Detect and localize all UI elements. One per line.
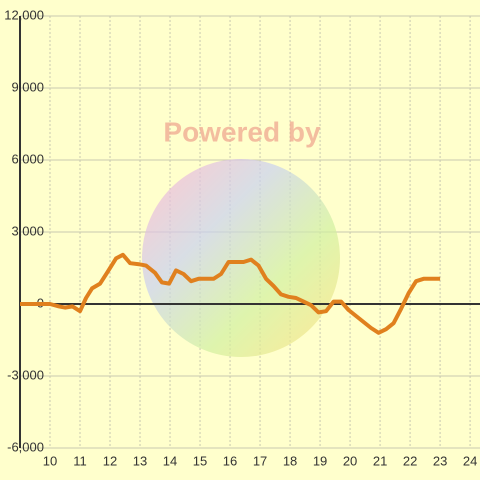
x-tick-label: 14 bbox=[163, 453, 177, 468]
y-tick-label: 3,000 bbox=[11, 223, 44, 238]
x-tick-label: 22 bbox=[403, 453, 417, 468]
x-tick-label: 10 bbox=[43, 453, 57, 468]
x-tick-label: 24 bbox=[463, 453, 477, 468]
watermark-text: Powered by bbox=[163, 116, 321, 147]
watermark-logo bbox=[142, 159, 340, 357]
y-tick-label: 6,000 bbox=[11, 151, 44, 166]
x-tick-label: 17 bbox=[253, 453, 267, 468]
x-tick-label: 19 bbox=[313, 453, 327, 468]
y-tick-label: -6,000 bbox=[7, 439, 44, 454]
x-tick-label: 23 bbox=[433, 453, 447, 468]
y-tick-label: 12,000 bbox=[4, 7, 44, 22]
y-tick-label: -3,000 bbox=[7, 367, 44, 382]
x-tick-label: 11 bbox=[73, 453, 87, 468]
x-tick-label: 15 bbox=[193, 453, 207, 468]
x-tick-label: 20 bbox=[343, 453, 357, 468]
y-tick-label: 9,000 bbox=[11, 79, 44, 94]
x-tick-label: 12 bbox=[103, 453, 117, 468]
x-tick-label: 18 bbox=[283, 453, 297, 468]
x-tick-label: 13 bbox=[133, 453, 147, 468]
line-series bbox=[20, 252, 441, 335]
x-tick-label: 16 bbox=[223, 453, 237, 468]
x-tick-label: 21 bbox=[373, 453, 387, 468]
